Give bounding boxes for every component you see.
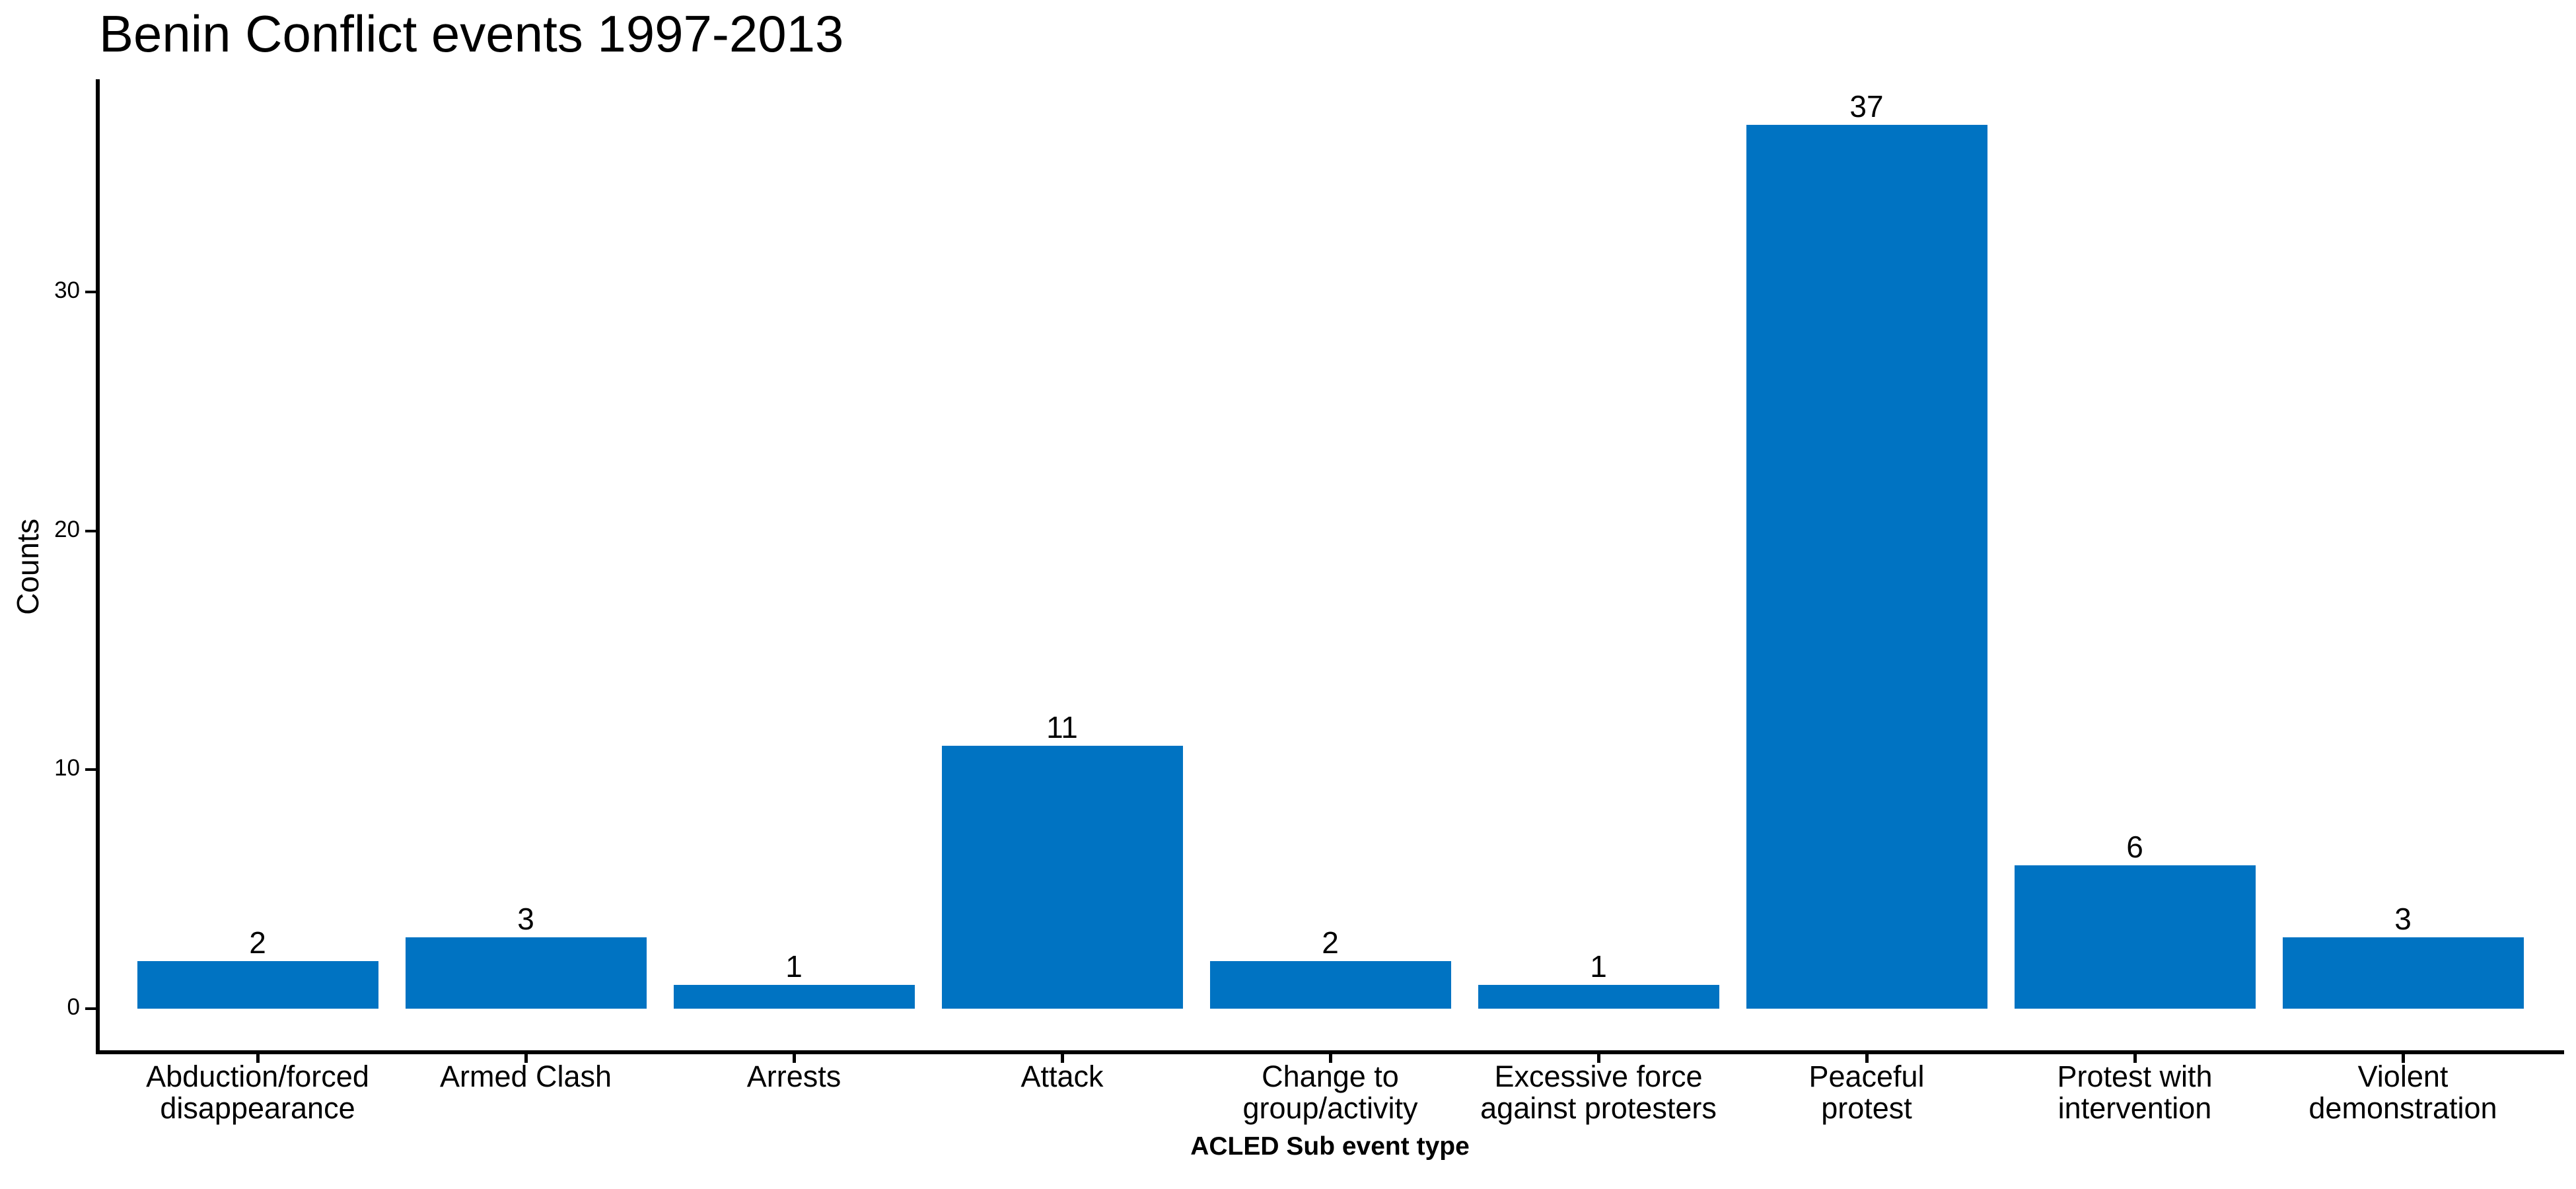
x-category-label-change-to-group-activity: Change to group/activity — [1242, 1060, 1418, 1125]
x-tick-mark-change-to-group-activity — [1328, 1054, 1332, 1063]
y-axis-title: Counts — [11, 519, 45, 615]
bar-abduction-forced-disappearance — [137, 960, 378, 1009]
bar-value-label-violent-demonstration: 3 — [2394, 901, 2412, 936]
x-axis-line — [96, 1050, 2564, 1054]
x-tick-mark-armed-clash — [524, 1054, 528, 1063]
y-axis-line — [96, 79, 100, 1054]
y-tick-label-0: 0 — [67, 994, 80, 1020]
bar-attack — [941, 746, 1183, 1009]
bar-value-label-attack: 11 — [1046, 710, 1078, 745]
x-tick-mark-arrests — [792, 1054, 796, 1063]
bar-value-label-excessive-force-against-protesters: 1 — [1590, 949, 1607, 984]
bar-excessive-force-against-protesters — [1478, 984, 1719, 1009]
chart-title: Benin Conflict events 1997-2013 — [99, 5, 844, 63]
bar-violent-demonstration — [2282, 937, 2524, 1009]
x-category-label-armed-clash: Armed Clash — [439, 1060, 612, 1093]
y-tick-mark-30 — [85, 291, 96, 294]
x-tick-mark-violent-demonstration — [2401, 1054, 2405, 1063]
bar-value-label-change-to-group-activity: 2 — [1322, 925, 1339, 960]
x-axis-title: ACLED Sub event type — [1190, 1132, 1470, 1161]
x-category-label-violent-demonstration: Violent demonstration — [2308, 1060, 2497, 1125]
x-tick-mark-excessive-force-against-protesters — [1596, 1054, 1600, 1063]
x-category-label-attack: Attack — [1020, 1060, 1104, 1093]
x-category-label-protest-with-intervention: Protest with intervention — [2057, 1060, 2213, 1125]
bar-value-label-armed-clash: 3 — [517, 901, 534, 936]
bar-arrests — [673, 984, 915, 1009]
x-category-label-excessive-force-against-protesters: Excessive force against protesters — [1480, 1060, 1717, 1125]
x-category-label-abduction-forced-disappearance: Abduction/forced disappearance — [146, 1060, 369, 1125]
bar-value-label-abduction-forced-disappearance: 2 — [249, 925, 266, 960]
x-category-label-peaceful-protest: Peaceful protest — [1808, 1060, 1925, 1125]
x-tick-mark-peaceful-protest — [1865, 1054, 1869, 1063]
bar-value-label-protest-with-intervention: 6 — [2126, 830, 2143, 864]
y-tick-mark-0 — [85, 1007, 96, 1010]
bar-value-label-arrests: 1 — [785, 949, 803, 984]
x-tick-mark-protest-with-intervention — [2133, 1054, 2137, 1063]
x-category-label-arrests: Arrests — [746, 1060, 841, 1093]
x-tick-mark-attack — [1060, 1054, 1064, 1063]
bar-protest-with-intervention — [2014, 865, 2256, 1009]
bar-change-to-group-activity — [1209, 960, 1451, 1009]
x-tick-mark-abduction-forced-disappearance — [256, 1054, 260, 1063]
bar-value-label-peaceful-protest: 37 — [1849, 89, 1884, 124]
y-tick-mark-20 — [85, 529, 96, 532]
bar-peaceful-protest — [1746, 124, 1987, 1009]
y-tick-label-20: 20 — [54, 516, 80, 542]
y-tick-mark-10 — [85, 768, 96, 772]
y-tick-label-10: 10 — [54, 755, 80, 781]
y-tick-label-30: 30 — [54, 277, 80, 304]
bar-armed-clash — [405, 937, 647, 1009]
